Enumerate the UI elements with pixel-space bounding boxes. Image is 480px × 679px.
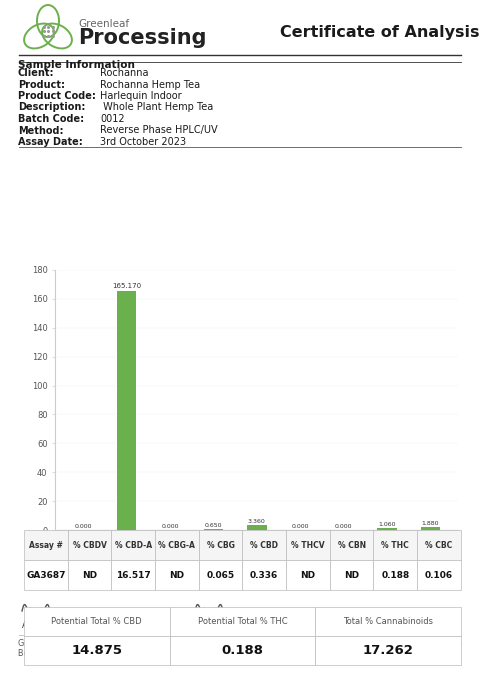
Text: 0.000: 0.000 (74, 524, 92, 528)
Text: Description:: Description: (18, 103, 85, 113)
Text: Rochanna: Rochanna (100, 68, 148, 78)
Text: Rochanna Hemp Tea: Rochanna Hemp Tea (100, 79, 200, 90)
Text: Product Code:: Product Code: (18, 91, 96, 101)
Text: 3rd October 2023: 3rd October 2023 (100, 137, 186, 147)
Bar (247, 525, 266, 530)
Text: Date:3rd October 2023: Date:3rd October 2023 (362, 621, 459, 630)
Text: Harlequin Indoor: Harlequin Indoor (100, 91, 181, 101)
Text: 0.650: 0.650 (204, 523, 222, 528)
Text: 0.000: 0.000 (335, 524, 352, 528)
Text: Greenleaf: Greenleaf (78, 19, 129, 29)
Text: 0.000: 0.000 (291, 524, 309, 528)
Text: 1.060: 1.060 (378, 522, 396, 527)
Text: 0.000: 0.000 (161, 524, 179, 528)
Bar (204, 529, 223, 530)
Text: Batch Code:: Batch Code: (18, 114, 84, 124)
Text: 3.360: 3.360 (248, 519, 265, 524)
Text: Checked and Authorised by Z R T Stone: Checked and Authorised by Z R T Stone (195, 621, 362, 630)
Bar (377, 528, 396, 530)
Bar (420, 528, 440, 530)
Bar (117, 291, 136, 530)
Text: Processing: Processing (78, 28, 206, 48)
Text: Reverse Phase HPLC/UV: Reverse Phase HPLC/UV (100, 126, 217, 136)
Text: 0012: 0012 (100, 114, 125, 124)
Text: Greenleaf Processing, Barn 1A, Rookery Meade Farm: Greenleaf Processing, Barn 1A, Rookery M… (18, 639, 229, 648)
Text: Client:: Client: (18, 68, 55, 78)
Text: Product:: Product: (18, 79, 65, 90)
Text: Certificate of Analysis: Certificate of Analysis (280, 26, 480, 41)
Text: Assay Date:: Assay Date: (18, 137, 83, 147)
Text: 1.880: 1.880 (421, 521, 439, 526)
Text: FORM GAF008(1): FORM GAF008(1) (394, 639, 462, 648)
Text: Beyton Road, Drinkstone, IP30 9SS: Beyton Road, Drinkstone, IP30 9SS (18, 649, 157, 658)
Text: 165.170: 165.170 (112, 282, 141, 289)
Text: Whole Plant Hemp Tea: Whole Plant Hemp Tea (100, 103, 213, 113)
Text: Analysis by M V Jefferson: Analysis by M V Jefferson (22, 621, 128, 630)
Text: Method:: Method: (18, 126, 63, 136)
Text: Sample Information: Sample Information (18, 60, 135, 70)
